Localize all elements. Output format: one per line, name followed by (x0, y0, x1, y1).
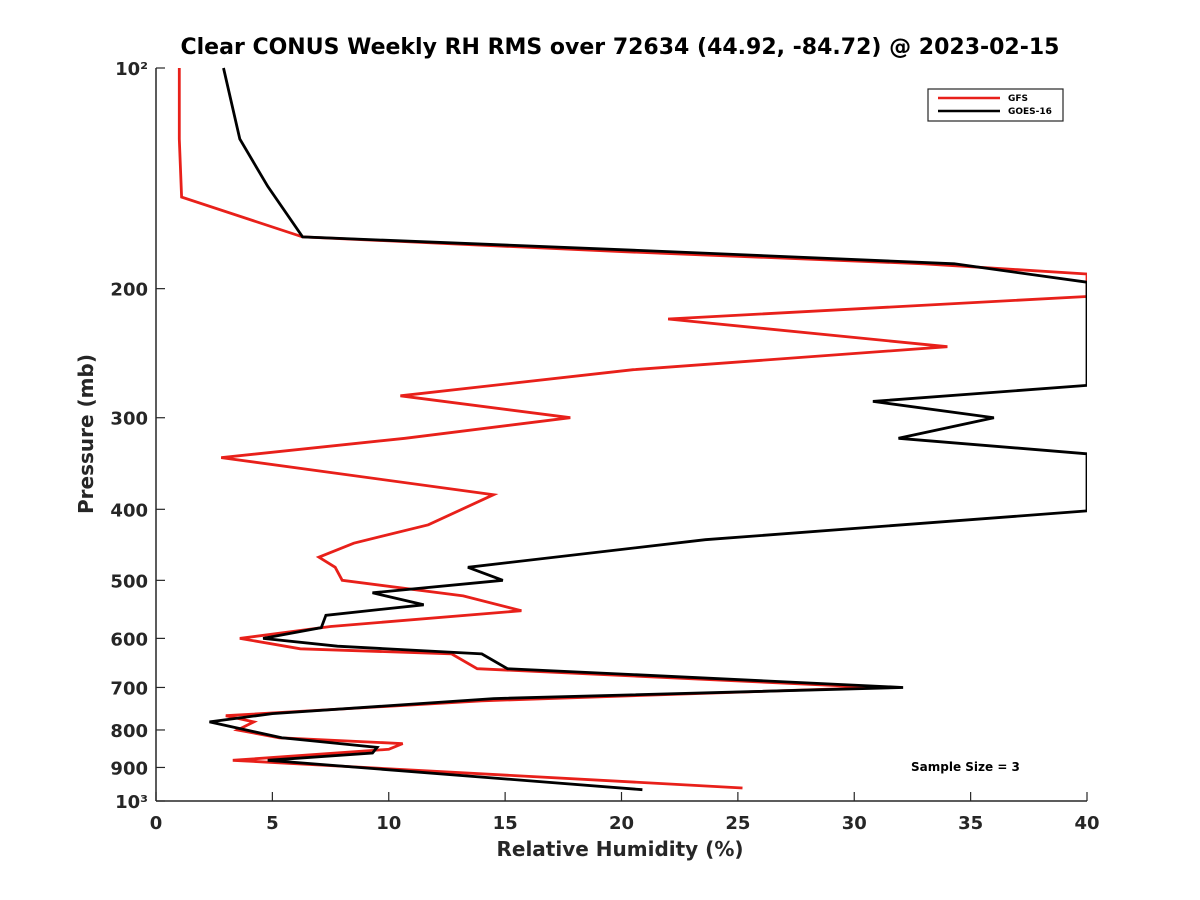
tick-labels: 0 5 10 15 20 25 30 35 40 10² 200 300 400 500 600 700 800… (110, 59, 1099, 834)
legend-box (927, 88, 1064, 122)
y-tick-label: 500 (110, 571, 148, 592)
y-tick-label: 900 (110, 758, 148, 779)
y-tick-label: 800 (110, 721, 148, 742)
y-tick-label: 700 (110, 678, 148, 699)
x-tick-label: 35 (958, 813, 983, 834)
x-tick-label: 15 (493, 813, 518, 834)
legend: GFS GOES-16 (927, 88, 1064, 122)
y-tick-label: 10³ (115, 792, 148, 813)
y-tick-label: 300 (110, 409, 148, 430)
y-tick-label: 10² (115, 59, 148, 80)
x-tick-label: 0 (150, 813, 163, 834)
series-lines (177, 67, 1087, 792)
x-tick-label: 10 (376, 813, 401, 834)
x-tick-label: 5 (266, 813, 279, 834)
y-tick-label: 200 (110, 280, 148, 301)
series-line-goes-16 (209, 67, 1087, 792)
x-tick-label: 40 (1074, 813, 1099, 834)
legend-label-gfs: GFS (1008, 94, 1028, 104)
y-tick-label: 600 (110, 629, 148, 650)
y-tick-label: 400 (110, 500, 148, 521)
x-tick-label: 30 (842, 813, 867, 834)
chart-title: Clear CONUS Weekly RH RMS over 72634 (44… (181, 35, 1060, 60)
x-tick-label: 25 (725, 813, 750, 834)
plot-area (156, 68, 1087, 801)
series-line-gfs (177, 68, 1087, 790)
sample-size-annotation: Sample Size = 3 (911, 760, 1020, 774)
axes (155, 67, 1088, 802)
y-axis-label: Pressure (mb) (74, 354, 98, 514)
legend-label-goes-16: GOES-16 (1008, 107, 1052, 117)
x-axis-label: Relative Humidity (%) (496, 837, 743, 861)
x-tick-label: 20 (609, 813, 634, 834)
